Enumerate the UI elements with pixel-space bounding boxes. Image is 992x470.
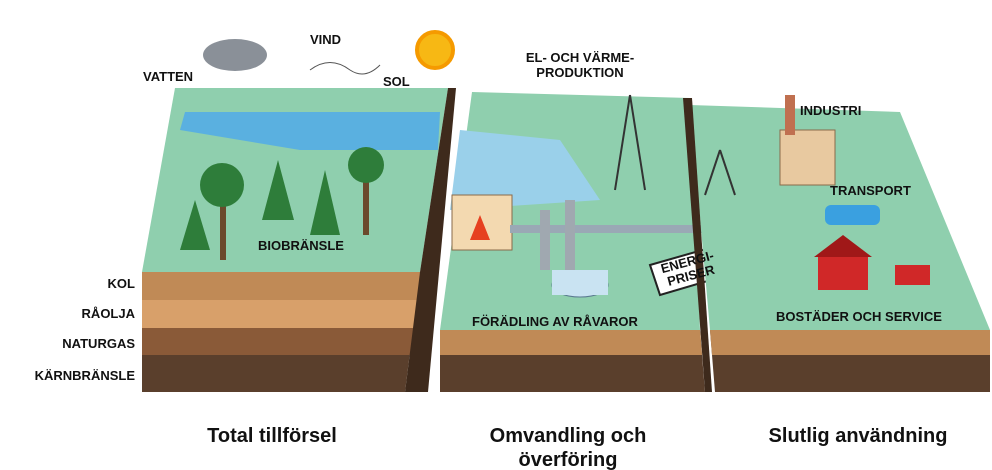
label: BOSTÄDER OCH SERVICE: [776, 309, 942, 324]
sun: [417, 32, 453, 68]
label: EL- OCH VÄRME-PRODUKTION: [526, 50, 634, 80]
label: VIND: [310, 32, 341, 47]
label: KÄRNBRÄNSLE: [35, 368, 136, 383]
label: VATTEN: [143, 69, 193, 84]
caption: Slutlig användning: [769, 425, 948, 447]
label: INDUSTRI: [800, 103, 861, 118]
label: FÖRÄDLING AV RÅVAROR: [472, 314, 638, 329]
label: KOL: [108, 276, 136, 291]
use-block: [683, 95, 990, 392]
energy-diagram: VATTEN VIND SOL EL- OCH VÄRME-PRODUKTION…: [0, 0, 992, 470]
label: NATURGAS: [62, 336, 135, 351]
label: SOL: [383, 74, 410, 89]
caption: Total tillförsel: [207, 425, 337, 447]
label: RÅOLJA: [82, 306, 136, 321]
wind: [310, 63, 380, 75]
cloud: [203, 39, 267, 71]
label: BIOBRÄNSLE: [258, 238, 344, 253]
label: TRANSPORT: [830, 183, 911, 198]
